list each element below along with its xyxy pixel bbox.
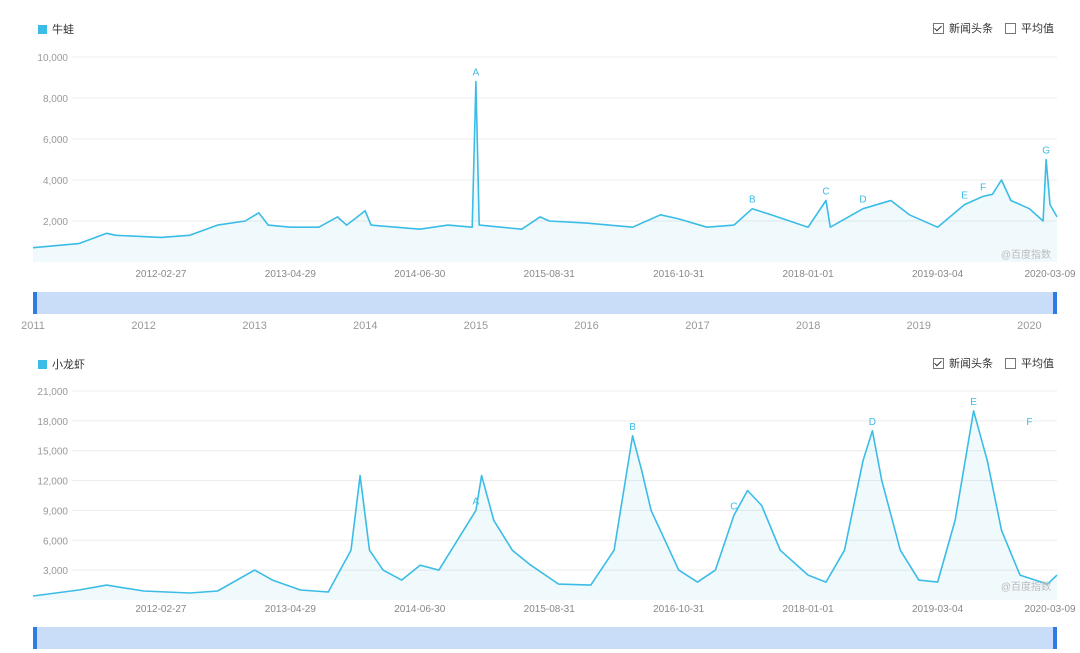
timeline-year-label: 2016 — [574, 320, 599, 332]
news-marker-g[interactable]: G — [1042, 146, 1050, 157]
timeline-year-label: 2018 — [795, 320, 821, 332]
y-tick-label: 10,000 — [37, 53, 68, 64]
x-tick-label: 2016-10-31 — [653, 269, 705, 280]
x-tick-label: 2015-08-31 — [524, 604, 576, 615]
x-tick-label: 2019-03-04 — [912, 604, 964, 615]
time-range-slider[interactable] — [33, 627, 1057, 649]
x-tick-label: 2019-03-04 — [912, 269, 964, 280]
legend[interactable]: 小龙虾 — [38, 356, 85, 372]
timeline-year-label: 2020 — [1017, 320, 1042, 332]
news-marker-b[interactable]: B — [629, 422, 636, 433]
timeline-year-label: 2015 — [463, 320, 489, 332]
average-checkbox[interactable]: 平均值 — [1005, 355, 1054, 371]
news-checkbox-label: 新闻头条 — [949, 358, 993, 370]
x-tick-label: 2020-03-09 — [1024, 604, 1076, 615]
series-area — [33, 410, 1057, 600]
y-tick-label: 6,000 — [43, 135, 68, 146]
series-line[interactable] — [32, 80, 1058, 249]
slider-handle-right[interactable] — [1053, 292, 1057, 314]
x-tick-label: 2018-01-01 — [783, 269, 835, 280]
series-area — [33, 81, 1057, 262]
x-tick-label: 2014-06-30 — [394, 269, 446, 280]
chart-panel-1: 牛蛙 新闻头条 平均值 2,000 4,000 6,000 8,000 10,000 A B… — [0, 0, 1080, 335]
average-checkbox-label: 平均值 — [1021, 358, 1054, 370]
x-tick-label: 2013-04-29 — [265, 269, 317, 280]
checkbox-checked-icon[interactable] — [933, 22, 944, 34]
y-tick-label: 12,000 — [37, 477, 68, 488]
series-line[interactable] — [32, 410, 1058, 597]
average-checkbox[interactable]: 平均值 — [1005, 20, 1054, 36]
checkbox-unchecked-icon[interactable] — [1005, 357, 1016, 369]
y-tick-label: 18,000 — [37, 417, 68, 428]
news-marker-e[interactable]: E — [961, 191, 968, 202]
x-tick-label: 2013-04-29 — [265, 604, 317, 615]
time-range-slider[interactable] — [33, 292, 1057, 314]
y-tick-label: 15,000 — [37, 447, 68, 458]
timeline-year-label: 2012 — [131, 320, 156, 332]
watermark: @百度指数 — [1001, 580, 1051, 593]
timeline-year-label: 2013 — [242, 320, 267, 332]
news-marker-c[interactable]: C — [822, 187, 829, 198]
checkbox-checked-icon[interactable] — [933, 357, 944, 369]
legend-label: 牛蛙 — [52, 24, 74, 36]
y-tick-label: 4,000 — [43, 176, 68, 187]
news-marker-a[interactable]: A — [473, 496, 480, 507]
legend-swatch — [38, 24, 47, 34]
news-marker-a[interactable]: A — [473, 68, 480, 79]
legend[interactable]: 牛蛙 — [38, 21, 74, 37]
chart-niuwa: 2,000 4,000 6,000 8,000 10,000 A B C D E F G 2012-02… — [32, 53, 1076, 280]
x-tick-label: 2015-08-31 — [524, 269, 576, 280]
y-tick-label: 9,000 — [43, 506, 68, 517]
y-tick-label: 2,000 — [43, 217, 68, 228]
legend-swatch — [38, 359, 47, 369]
x-tick-label: 2020-03-09 — [1024, 269, 1076, 280]
watermark: @百度指数 — [1001, 248, 1051, 261]
average-checkbox-label: 平均值 — [1021, 23, 1054, 35]
timeline-year-label: 2011 — [21, 320, 45, 332]
chart-options: 新闻头条 平均值 — [933, 20, 1054, 36]
news-checkbox[interactable]: 新闻头条 — [933, 355, 993, 371]
chart-panel-2: 小龙虾 新闻头条 平均值 3,000 6,000 9,000 12,000 15,000… — [0, 345, 1080, 653]
news-marker-f[interactable]: F — [980, 182, 986, 193]
timeline-year-labels: 2011 2012 2013 2014 2015 2016 2017 2018 2019 2020 — [0, 320, 1080, 334]
x-tick-label: 2012-02-27 — [135, 269, 187, 280]
x-tick-label: 2014-06-30 — [394, 604, 446, 615]
slider-handle-left[interactable] — [33, 292, 37, 314]
news-marker-f[interactable]: F — [1026, 417, 1032, 428]
news-checkbox-label: 新闻头条 — [949, 23, 993, 35]
timeline-year-label: 2017 — [685, 320, 710, 332]
news-marker-d[interactable]: D — [869, 417, 876, 428]
news-marker-b[interactable]: B — [749, 195, 756, 206]
slider-handle-right[interactable] — [1053, 627, 1057, 649]
x-tick-label: 2012-02-27 — [135, 604, 187, 615]
y-tick-label: 6,000 — [43, 536, 68, 547]
chart-xiaolongxia: 3,000 6,000 9,000 12,000 15,000 18,000 21,000 A… — [32, 387, 1076, 615]
y-tick-label: 8,000 — [43, 94, 68, 105]
legend-label: 小龙虾 — [52, 359, 85, 371]
x-tick-label: 2018-01-01 — [783, 604, 835, 615]
slider-handle-left[interactable] — [33, 627, 37, 649]
timeline-year-label: 2019 — [906, 320, 932, 332]
news-marker-d[interactable]: D — [859, 195, 866, 206]
news-marker-e[interactable]: E — [970, 397, 977, 408]
y-tick-label: 21,000 — [37, 387, 68, 398]
y-tick-label: 3,000 — [43, 566, 68, 577]
checkbox-unchecked-icon[interactable] — [1005, 22, 1016, 34]
x-tick-label: 2016-10-31 — [653, 604, 705, 615]
news-marker-c[interactable]: C — [730, 501, 737, 512]
timeline-year-label: 2014 — [352, 320, 378, 332]
news-checkbox[interactable]: 新闻头条 — [933, 20, 993, 36]
chart-options: 新闻头条 平均值 — [933, 355, 1054, 371]
